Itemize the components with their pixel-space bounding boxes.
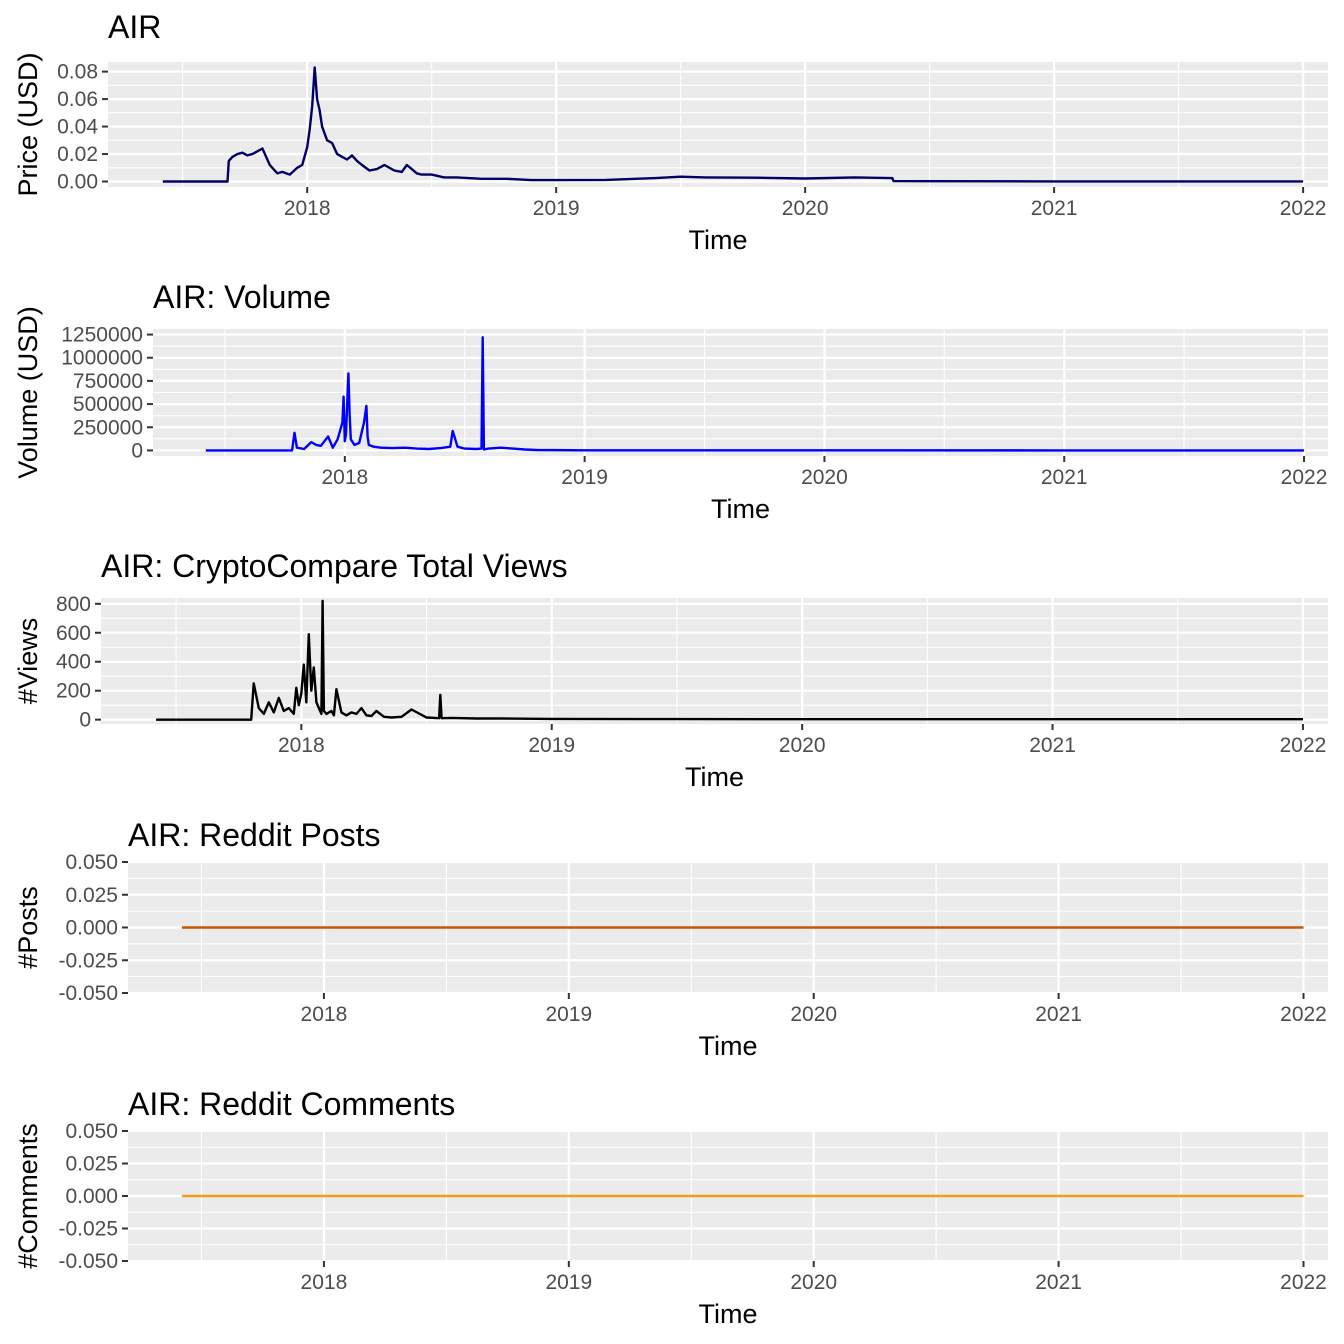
y-tick-label: 0 (131, 439, 143, 462)
x-tick-label: 2019 (533, 197, 580, 220)
y-tick-label: 0.04 (57, 116, 98, 139)
x-tick-label: 2018 (284, 197, 331, 220)
chart-panel-4: -0.050 -0.025 0.000 0.025 0.050 2018 2019 2020 2… (13, 817, 1328, 1061)
chart-title: AIR: Reddit Comments (128, 1086, 455, 1122)
y-tick-label: 0.02 (57, 143, 98, 166)
x-tick-label: 2022 (1280, 734, 1327, 757)
x-tick-label: 2020 (779, 734, 826, 757)
x-tick-label: 2020 (790, 1271, 837, 1294)
x-tick-label: 2022 (1281, 466, 1328, 489)
x-axis-title: Time (685, 762, 744, 792)
y-tick-label: 0.025 (65, 884, 118, 907)
y-tick-label: -0.025 (58, 949, 118, 972)
y-tick-label: 200 (56, 680, 91, 703)
y-axis-title: Price (USD) (13, 52, 43, 196)
x-tick-label: 2021 (1041, 466, 1088, 489)
y-tick-label: 800 (56, 593, 91, 616)
y-tick-label: 0.00 (57, 171, 98, 194)
y-tick-label: -0.050 (58, 982, 118, 1005)
x-tick-label: 2019 (561, 466, 608, 489)
y-axis-title: #Views (13, 618, 43, 705)
chart-title: AIR: CryptoCompare Total Views (101, 548, 568, 584)
x-axis-title: Time (689, 225, 748, 255)
x-tick-label: 2019 (545, 1271, 592, 1294)
y-tick-label: 0.050 (65, 851, 118, 874)
x-tick-label: 2018 (301, 1271, 348, 1294)
y-tick-label: 600 (56, 622, 91, 645)
y-tick-label: 250000 (73, 416, 143, 439)
series-line-1 (205, 336, 1304, 452)
x-axis-title: Time (711, 494, 770, 524)
x-tick-label: 2018 (278, 734, 325, 757)
x-tick-label: 2019 (528, 734, 575, 757)
x-tick-label: 2021 (1035, 1271, 1082, 1294)
y-tick-label: 0.08 (57, 61, 98, 84)
y-axis-title: Volume (USD) (13, 306, 43, 479)
y-tick-label: 500000 (73, 393, 143, 416)
x-axis-title: Time (699, 1299, 758, 1329)
x-tick-label: 2020 (801, 466, 848, 489)
y-tick-label: 1250000 (61, 324, 143, 347)
chart-panel-1: 0.00 0.02 0.04 0.06 0.08 2018 2019 2020 2021 2022… (13, 9, 1328, 255)
x-tick-label: 2021 (1029, 734, 1076, 757)
x-tick-label: 2022 (1280, 197, 1327, 220)
y-axis-title: #Comments (13, 1123, 43, 1269)
y-tick-label: 0.050 (65, 1120, 118, 1143)
x-tick-label: 2021 (1035, 1003, 1082, 1026)
y-tick-label: 400 (56, 651, 91, 674)
chart-panel-3: 0 200 400 600 800 2018 2019 2020 2021 2022 Time #Vi… (13, 548, 1328, 792)
x-tick-label: 2018 (301, 1003, 348, 1026)
y-tick-label: 0.000 (65, 917, 118, 940)
y-tick-label: -0.050 (58, 1250, 118, 1273)
x-axis-title: Time (699, 1031, 758, 1061)
y-tick-label: 750000 (73, 370, 143, 393)
y-tick-label: 0 (79, 709, 91, 732)
chart-panel-5: -0.050 -0.025 0.000 0.025 0.050 2018 2019 2020 2… (13, 1086, 1328, 1329)
chart-title: AIR (108, 9, 161, 45)
y-tick-label: 0.06 (57, 88, 98, 111)
y-tick-label: 1000000 (61, 347, 143, 370)
x-tick-label: 2018 (321, 466, 368, 489)
series-line-1 (162, 66, 1304, 183)
series-line-1 (156, 599, 1303, 721)
chart-title: AIR: Reddit Posts (128, 817, 381, 853)
x-tick-label: 2022 (1280, 1271, 1327, 1294)
x-tick-label: 2020 (790, 1003, 837, 1026)
x-tick-label: 2020 (782, 197, 829, 220)
y-tick-label: 0.025 (65, 1153, 118, 1176)
x-tick-label: 2019 (545, 1003, 592, 1026)
x-tick-label: 2021 (1031, 197, 1078, 220)
y-tick-label: -0.025 (58, 1218, 118, 1241)
y-axis-title: #Posts (13, 886, 43, 969)
x-tick-label: 2022 (1280, 1003, 1327, 1026)
y-tick-label: 0.000 (65, 1185, 118, 1208)
chart-title: AIR: Volume (153, 279, 331, 315)
